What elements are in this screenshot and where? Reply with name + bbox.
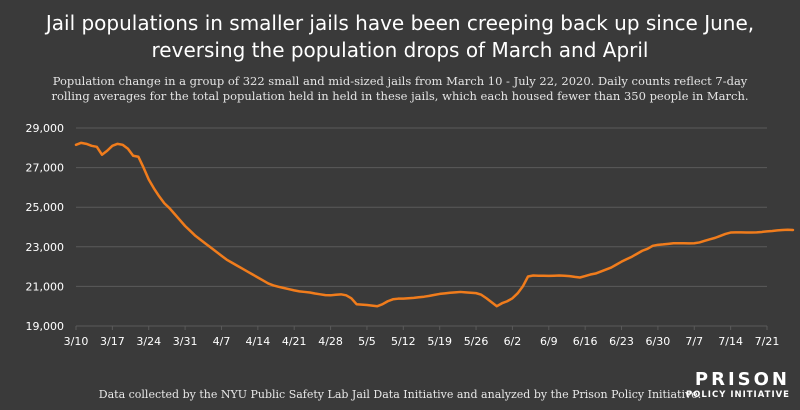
chart-title-line-2: reversing the population drops of March … (151, 38, 649, 62)
y-tick-label: 21,000 (26, 280, 65, 293)
x-tick-label: 7/21 (755, 335, 780, 348)
x-tick-label: 5/5 (358, 335, 376, 348)
y-tick-label: 27,000 (26, 162, 65, 175)
y-tick-label: 29,000 (26, 122, 65, 135)
chart-title: Jail populations in smaller jails have b… (0, 10, 800, 64)
x-tick-label: 6/2 (504, 335, 522, 348)
x-tick-label: 6/23 (609, 335, 634, 348)
chart-subtitle-line-2: rolling averages for the total populatio… (51, 89, 749, 103)
x-tick-label: 4/7 (213, 335, 231, 348)
x-tick-label: 3/24 (136, 335, 161, 348)
x-tick-label: 5/26 (464, 335, 489, 348)
prison-policy-initiative-logo: PRISON POLICY INITIATIVE (686, 370, 790, 401)
x-tick-label: 5/19 (427, 335, 452, 348)
chart-subtitle: Population change in a group of 322 smal… (30, 74, 770, 104)
chart-subtitle-line-1: Population change in a group of 322 smal… (52, 74, 748, 88)
x-tick-label: 3/10 (64, 335, 89, 348)
y-tick-label: 19,000 (26, 320, 65, 333)
y-tick-label: 25,000 (26, 201, 65, 214)
x-tick-label: 6/30 (646, 335, 671, 348)
chart-title-line-1: Jail populations in smaller jails have b… (45, 11, 755, 35)
grid-lines (76, 127, 767, 327)
x-tick-label: 5/12 (391, 335, 416, 348)
x-tick-label: 4/14 (245, 335, 270, 348)
x-tick-label: 4/21 (282, 335, 307, 348)
x-tick-label: 7/14 (718, 335, 743, 348)
plot-area (74, 141, 795, 308)
x-tick-label: 3/31 (173, 335, 198, 348)
y-tick-label: 23,000 (26, 241, 65, 254)
x-tick-label: 6/16 (573, 335, 598, 348)
x-tick-label: 6/9 (540, 335, 558, 348)
y-axis: 19,000 21,000 23,000 25,000 27,000 29,000 (26, 122, 65, 333)
source-note: Data collected by the NYU Public Safety … (98, 388, 702, 401)
x-axis: 3/10 3/17 3/24 3/31 4/7 4/14 4/21 4/28 5/5 5/12 5/… (64, 326, 780, 348)
x-tick-label: 4/28 (318, 335, 343, 348)
logo-line-1: PRISON (694, 369, 790, 390)
x-tick-label: 7/7 (685, 335, 703, 348)
population-series-line (74, 141, 795, 308)
logo-line-2: POLICY INITIATIVE (685, 390, 790, 400)
x-tick-label: 3/17 (100, 335, 125, 348)
